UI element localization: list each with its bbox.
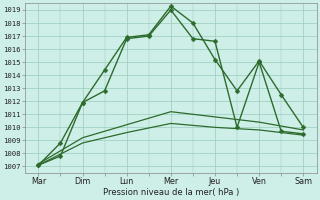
X-axis label: Pression niveau de la mer( hPa ): Pression niveau de la mer( hPa ) bbox=[103, 188, 239, 197]
